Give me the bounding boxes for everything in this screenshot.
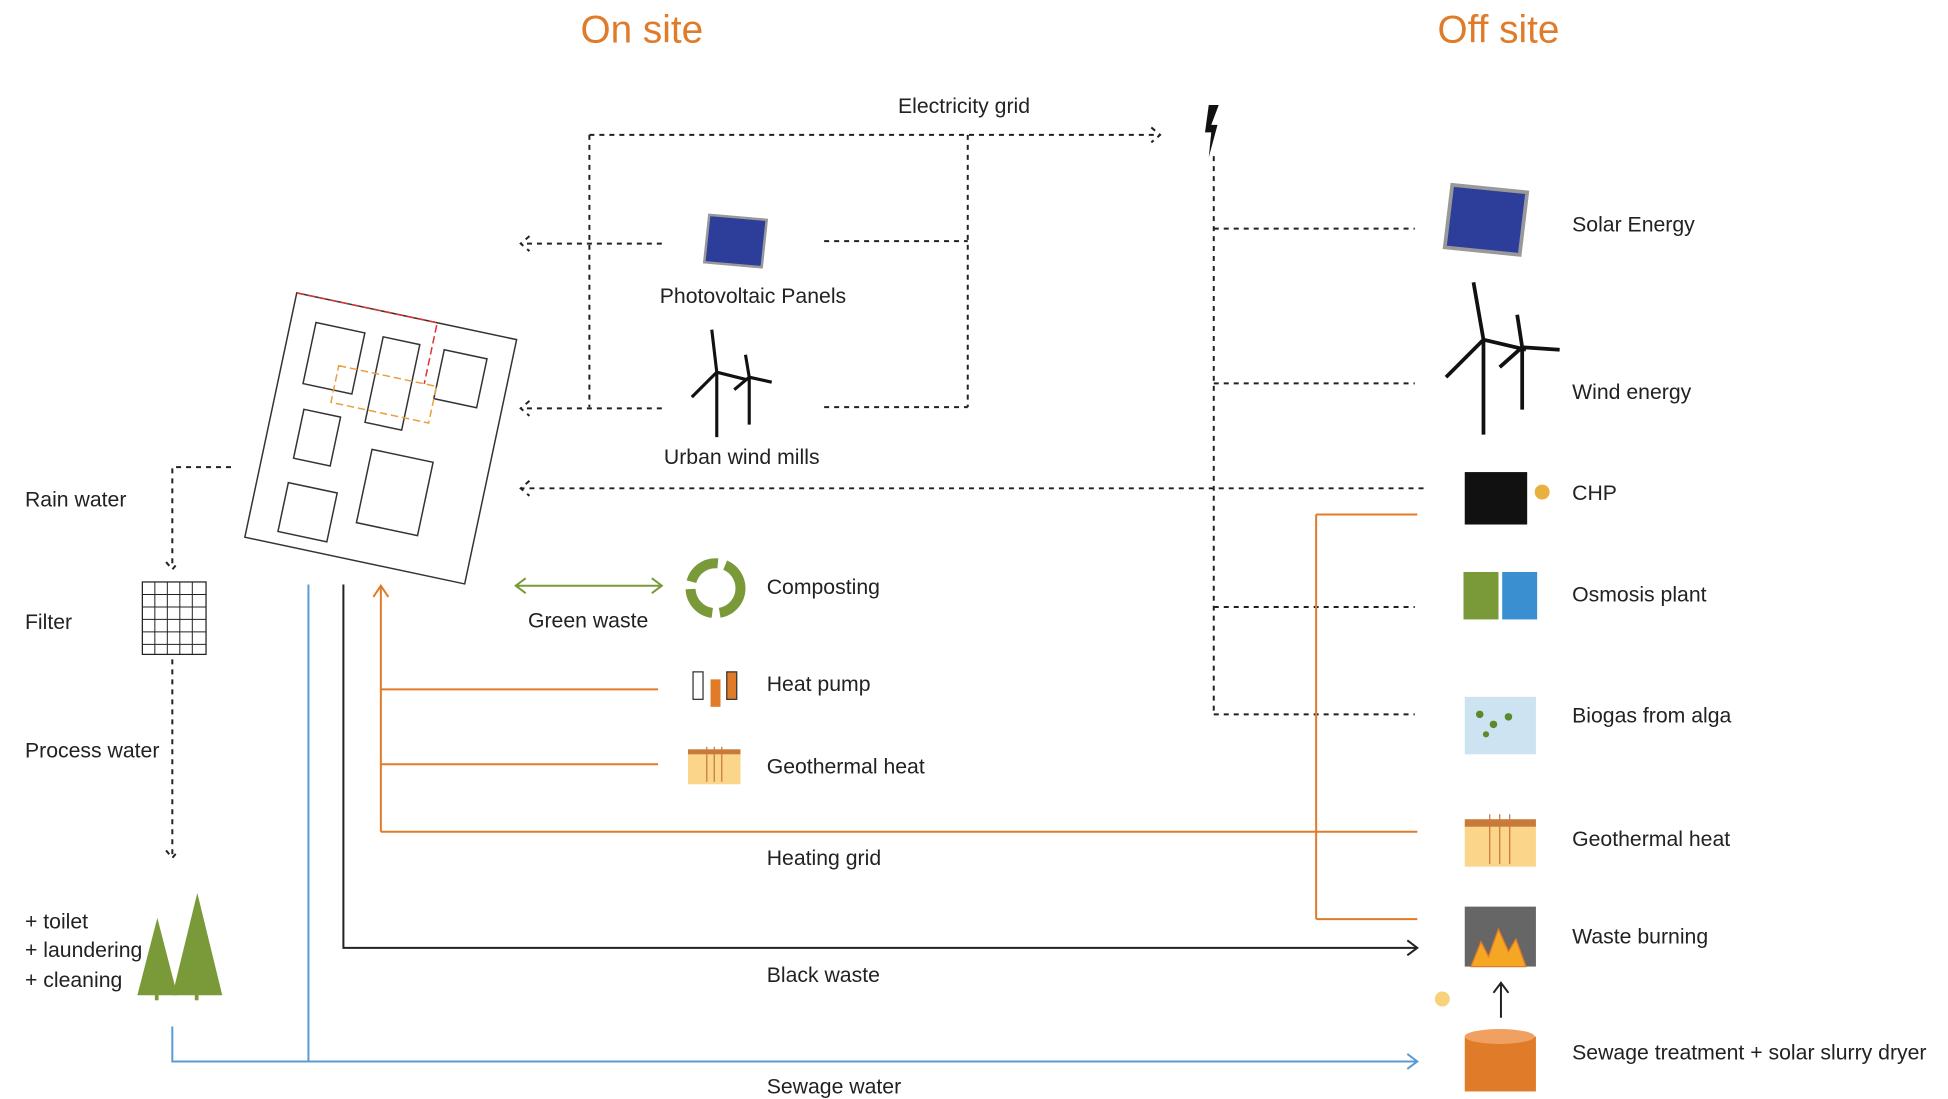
flow-label: Sewage water bbox=[767, 1075, 901, 1098]
solar-panel-icon bbox=[702, 213, 769, 269]
water-label: Filter bbox=[25, 611, 72, 634]
building-icon bbox=[243, 292, 518, 585]
off-site-label: Osmosis plant bbox=[1572, 583, 1707, 606]
on-site-label: Heat pump bbox=[767, 673, 871, 696]
filter-icon bbox=[141, 581, 207, 656]
off-site-label: Sewage treatment + solar slurry dryer bbox=[1572, 1042, 1926, 1065]
sun-icon bbox=[1434, 991, 1450, 1007]
solar-panel-icon bbox=[1442, 182, 1530, 257]
on-site-label: Urban wind mills bbox=[664, 446, 820, 469]
bolt-icon bbox=[1205, 104, 1219, 158]
on-site-label: Composting bbox=[767, 576, 880, 599]
icons bbox=[137, 104, 1560, 1092]
on-site-label: Geothermal heat bbox=[767, 756, 925, 779]
off-site-label: Solar Energy bbox=[1572, 214, 1695, 237]
off-site-label: Biogas from alga bbox=[1572, 704, 1731, 727]
geothermal-icon bbox=[688, 746, 741, 785]
flow-label: Green waste bbox=[528, 610, 648, 633]
waste-burning-icon bbox=[1464, 906, 1536, 968]
trees-icon bbox=[137, 892, 223, 1001]
sewage-tank-icon bbox=[1464, 1029, 1536, 1092]
recycle-icon bbox=[685, 558, 746, 619]
water-label: Rain water bbox=[25, 488, 126, 511]
wind-icon bbox=[690, 329, 773, 438]
on-site-label: Photovoltaic Panels bbox=[660, 285, 846, 308]
osmosis-icon bbox=[1463, 571, 1538, 620]
chp-icon-dot bbox=[1534, 484, 1550, 500]
geothermal-icon bbox=[1464, 814, 1536, 867]
flow-label: Electricity grid bbox=[898, 95, 1030, 118]
header: On site bbox=[581, 9, 704, 52]
chp-icon bbox=[1464, 472, 1528, 525]
water-use: + cleaning bbox=[25, 969, 122, 992]
water-use: + laundering bbox=[25, 939, 142, 962]
alga-icon bbox=[1464, 696, 1536, 755]
flow-label: Heating grid bbox=[767, 847, 881, 870]
off-site-label: CHP bbox=[1572, 482, 1617, 505]
connectors bbox=[165, 126, 1510, 1070]
heat-pump-icon bbox=[692, 671, 738, 707]
water-label: Process water bbox=[25, 739, 159, 762]
off-site-label: Geothermal heat bbox=[1572, 828, 1730, 851]
off-site-label: Waste burning bbox=[1572, 925, 1708, 948]
water-use: + toilet bbox=[25, 910, 88, 933]
wind-icon bbox=[1444, 281, 1560, 435]
header: Off site bbox=[1438, 9, 1560, 52]
off-site-label: Wind energy bbox=[1572, 381, 1692, 404]
flow-label: Black waste bbox=[767, 964, 880, 987]
